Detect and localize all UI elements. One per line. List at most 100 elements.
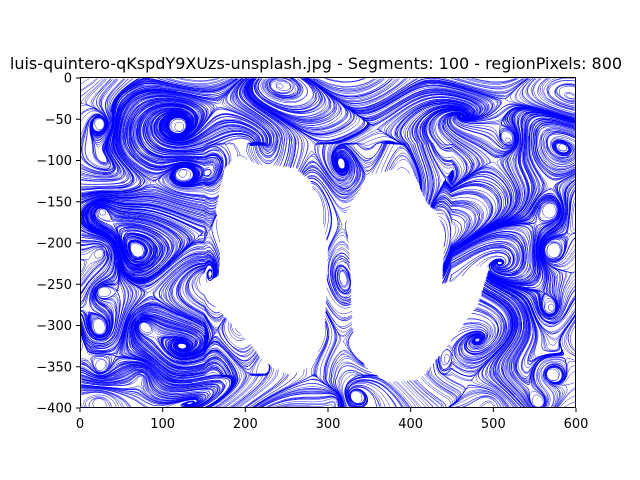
streamline: [80, 199, 217, 226]
streamline: [539, 174, 576, 294]
streamline: [266, 396, 339, 408]
streamline: [326, 303, 353, 321]
streamline: [442, 235, 524, 277]
streamline: [328, 247, 352, 304]
streamline: [147, 108, 230, 165]
streamline: [443, 78, 528, 92]
streamline: [80, 197, 217, 220]
streamline: [467, 78, 518, 84]
streamline: [483, 289, 519, 407]
streamline: [113, 78, 243, 161]
streamline: [81, 364, 217, 408]
streamline: [442, 240, 520, 278]
streamline: [456, 109, 575, 249]
streamline: [148, 110, 224, 152]
streamline: [80, 245, 108, 294]
streamline: [262, 78, 308, 102]
streamline: [392, 381, 417, 408]
streamline: [484, 285, 528, 408]
streamline: [442, 231, 529, 278]
streamline: [340, 372, 379, 408]
streamline: [337, 370, 377, 408]
streamline: [424, 373, 455, 408]
streamline: [326, 301, 352, 322]
streamline: [80, 248, 106, 284]
streamline: [540, 78, 576, 111]
streamline: [164, 262, 215, 359]
streamline: [260, 78, 308, 104]
y-tick-label: −350: [36, 360, 72, 375]
streamline: [442, 237, 523, 278]
streamline: [126, 307, 206, 382]
streamline: [481, 402, 494, 408]
streamline: [544, 130, 576, 163]
streamline: [515, 113, 575, 217]
x-tick-label: 500: [481, 417, 506, 432]
streamline: [165, 78, 228, 85]
streamline: [534, 124, 576, 176]
streamline: [542, 237, 566, 316]
streamline: [154, 112, 250, 148]
streamline: [99, 78, 239, 180]
streamline: [483, 288, 522, 408]
streamline: [482, 288, 518, 396]
streamline: [572, 201, 576, 232]
streamline: [458, 299, 507, 361]
streamline: [488, 198, 559, 285]
streamline: [119, 93, 213, 178]
streamline: [327, 244, 352, 304]
streamline: [330, 255, 352, 301]
streamline: [245, 374, 288, 408]
streamline: [80, 358, 192, 384]
streamline: [311, 181, 333, 241]
streamline: [485, 280, 535, 408]
streamline: [564, 319, 576, 356]
streamline: [227, 321, 246, 341]
streamline: [484, 285, 523, 391]
streamline: [523, 115, 575, 198]
streamline: [80, 387, 150, 408]
streamline: [442, 238, 522, 280]
streamline: [276, 401, 335, 408]
streamline: [506, 176, 575, 316]
streamline: [243, 78, 294, 167]
streamline: [316, 78, 374, 87]
streamline: [91, 205, 190, 282]
streamline: [533, 78, 576, 115]
streamline: [535, 123, 576, 171]
streamline: [331, 356, 366, 407]
streamline: [540, 180, 575, 313]
streamline: [80, 79, 102, 97]
streamline: [81, 389, 132, 408]
streamline: [80, 192, 217, 210]
streamline: [543, 78, 576, 110]
streamline: [246, 374, 290, 408]
streamline: [137, 319, 237, 408]
streamline: [308, 78, 390, 97]
streamline: [537, 78, 576, 113]
streamline: [80, 243, 111, 303]
streamline: [80, 224, 133, 328]
streamline: [235, 368, 274, 408]
streamline: [143, 108, 223, 156]
streamline: [120, 303, 207, 379]
streamline: [342, 374, 379, 407]
streamline: [139, 104, 223, 185]
y-axis: 0 −50 −100 −150 −200 −250 −300 −350 −400: [36, 72, 80, 417]
streamline: [442, 229, 531, 279]
streamline: [80, 365, 219, 407]
streamline: [447, 392, 505, 408]
streamline: [312, 182, 332, 240]
streamline: [219, 317, 255, 358]
streamline: [515, 78, 576, 120]
streamline: [432, 194, 483, 268]
streamline: [81, 362, 224, 408]
streamline: [346, 382, 397, 408]
streamline: [433, 363, 461, 408]
streamline: [328, 349, 364, 407]
streamline: [115, 78, 243, 137]
streamline: [246, 78, 305, 169]
streamline: [114, 78, 242, 172]
streamline: [533, 121, 576, 180]
streamline: [80, 247, 105, 283]
